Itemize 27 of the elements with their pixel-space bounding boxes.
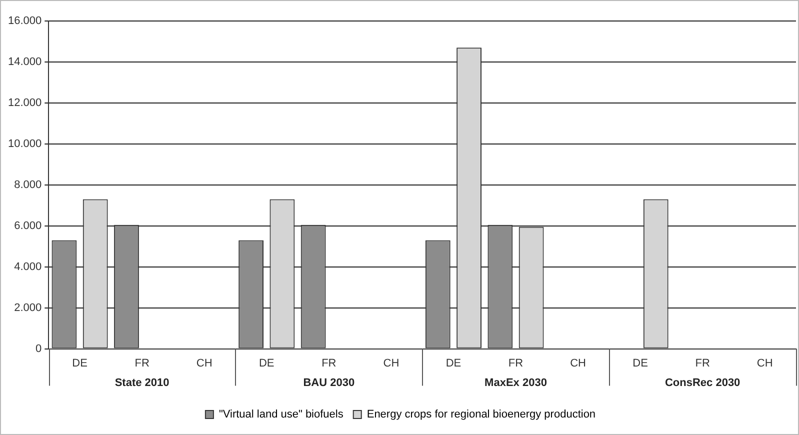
x-tick-label: CH [570, 357, 586, 370]
x-tick-label: FR [695, 357, 710, 370]
x-tick-label: DE [632, 357, 648, 370]
y-tick-label: 14.000 [8, 56, 42, 68]
x-tick-label: FR [322, 357, 336, 370]
legend-label: Energy crops for regional bioenergy production [366, 408, 596, 421]
x-tick-label: CH [196, 357, 212, 370]
legend-label: "Virtual land use" biofuels [218, 408, 344, 421]
x-tick-label: FR [134, 357, 150, 370]
x-tick-label: CH [383, 357, 400, 370]
y-tick-label: 4.000 [14, 260, 42, 273]
y-tick-label: 6.000 [14, 220, 42, 232]
x-tick-label: DE [446, 357, 462, 370]
x-tick-label: DE [72, 357, 88, 370]
x-tick-label: FR [508, 357, 524, 370]
y-tick-label: 8.000 [14, 178, 42, 191]
y-tick-label: 12.000 [8, 96, 42, 109]
text: MaxEx 2030 [484, 376, 547, 389]
text: State 2010 [114, 376, 170, 389]
y-tick-label: 2.000 [14, 302, 42, 314]
text: ConsRec 2030 [664, 376, 740, 389]
y-tick-label: 16.000 [8, 15, 42, 28]
x-tick-label: CH [756, 357, 773, 370]
text: BAU 2030 [303, 376, 355, 389]
y-tick-label: 0 [36, 342, 42, 355]
x-tick-label: DE [258, 357, 274, 370]
y-tick-label: 10.000 [8, 138, 42, 150]
